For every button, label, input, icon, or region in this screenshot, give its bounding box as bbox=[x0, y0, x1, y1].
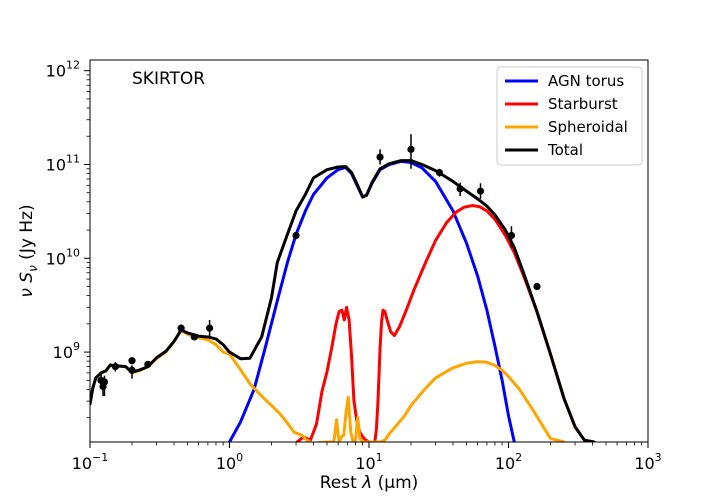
data-point bbox=[507, 226, 516, 248]
data-point bbox=[376, 149, 384, 165]
data-marker bbox=[407, 145, 415, 153]
chart-annotation: SKIRTOR bbox=[132, 69, 205, 89]
data-marker bbox=[100, 378, 109, 386]
data-point bbox=[456, 182, 464, 197]
series-line-starburst bbox=[295, 204, 596, 442]
observed-points bbox=[97, 134, 541, 397]
series-layer bbox=[90, 159, 596, 442]
y-tick-label: 109 bbox=[53, 340, 80, 362]
data-point bbox=[190, 333, 198, 341]
y-tick-label: 1010 bbox=[46, 246, 80, 268]
series-line-agn-torus bbox=[228, 159, 516, 442]
data-marker bbox=[533, 282, 541, 291]
data-marker bbox=[144, 360, 152, 368]
data-point bbox=[128, 365, 136, 379]
data-marker bbox=[292, 231, 300, 240]
axis-ticks: 10−1 100 101 102 103 109 1010 1011 1012 bbox=[46, 59, 662, 473]
data-point bbox=[292, 231, 300, 240]
data-point bbox=[144, 360, 152, 368]
data-point bbox=[407, 134, 415, 169]
data-point bbox=[177, 324, 185, 332]
data-marker bbox=[376, 153, 384, 161]
data-marker bbox=[177, 324, 185, 332]
x-tick-label: 10−1 bbox=[72, 451, 109, 473]
legend: AGN torus Starburst Spheroidal Total bbox=[496, 66, 643, 166]
data-point bbox=[435, 168, 444, 177]
y-axis-label: ν Sν (Jy Hz) bbox=[17, 204, 40, 297]
data-marker bbox=[128, 357, 136, 365]
y-tick-label: 1011 bbox=[46, 152, 80, 174]
data-marker bbox=[205, 324, 214, 332]
data-point bbox=[100, 375, 109, 397]
data-point bbox=[111, 362, 119, 372]
data-point bbox=[128, 357, 136, 365]
data-point bbox=[476, 183, 485, 199]
x-tick-label: 101 bbox=[355, 451, 382, 473]
x-tick-label: 102 bbox=[495, 451, 522, 473]
legend-label-agn-torus: AGN torus bbox=[548, 72, 624, 90]
legend-label-total: Total bbox=[547, 141, 583, 159]
x-axis-label: Rest λ (μm) bbox=[320, 473, 419, 493]
data-point bbox=[533, 282, 541, 291]
x-tick-label: 103 bbox=[634, 451, 661, 473]
legend-label-starburst: Starburst bbox=[548, 95, 618, 113]
legend-frame bbox=[496, 66, 643, 166]
data-marker bbox=[128, 366, 136, 374]
x-tick-label: 100 bbox=[216, 451, 243, 473]
data-marker bbox=[507, 231, 516, 240]
data-point bbox=[205, 319, 214, 337]
y-tick-label: 1012 bbox=[46, 59, 80, 81]
data-marker bbox=[456, 185, 464, 193]
data-marker bbox=[190, 333, 198, 341]
data-marker bbox=[435, 168, 444, 177]
data-marker bbox=[476, 187, 485, 195]
data-marker bbox=[111, 363, 119, 371]
legend-label-spheroidal: Spheroidal bbox=[548, 118, 628, 136]
series-line-total bbox=[90, 159, 596, 442]
series-line-spheroidal bbox=[90, 328, 566, 442]
